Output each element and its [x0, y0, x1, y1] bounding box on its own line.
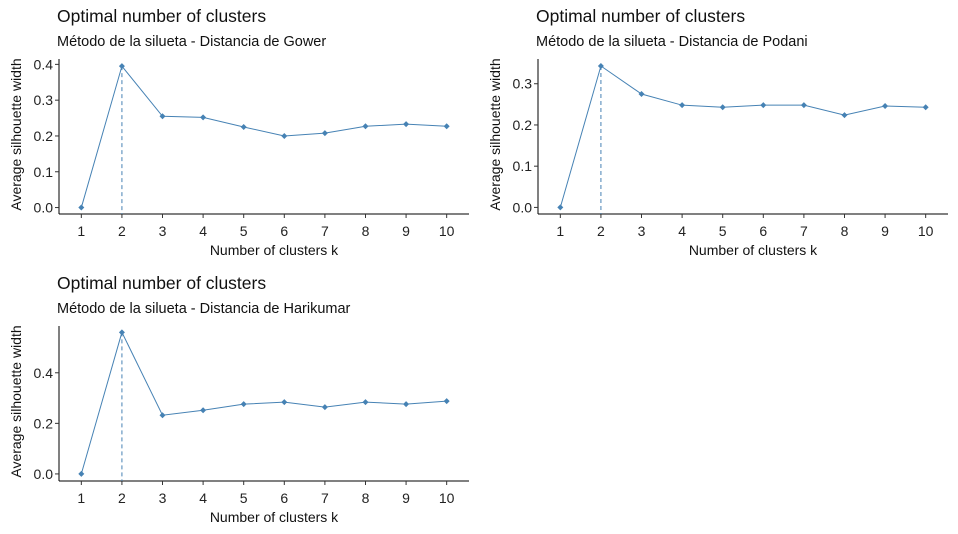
silhouette-chart-gower: 0.0 0.1 0.2 0.3 0.4 1 2 3 4 5 6 7 8 9 10 Number of clus… — [8, 56, 469, 258]
x-tick-label: 5 — [719, 223, 727, 239]
data-point — [557, 204, 564, 211]
x-tick-label: 1 — [77, 223, 85, 239]
data-point — [118, 63, 125, 70]
chart-subtitle: Método de la silueta - Distancia de Hari… — [57, 301, 351, 317]
x-tick-label: 8 — [841, 223, 849, 239]
data-point — [281, 132, 288, 139]
data-point — [638, 91, 645, 98]
data-point — [443, 398, 450, 405]
data-point — [78, 204, 85, 211]
x-tick-label: 2 — [118, 490, 126, 506]
data-point — [597, 63, 604, 70]
data-point — [321, 130, 328, 137]
x-tick-label: 7 — [321, 223, 329, 239]
data-point — [679, 102, 686, 109]
x-tick-label: 3 — [159, 490, 167, 506]
x-tick-label: 6 — [759, 223, 767, 239]
y-axis-title: Average silhouette width — [487, 58, 503, 210]
data-point — [240, 124, 247, 131]
x-tick-label: 4 — [199, 490, 207, 506]
y-tick-label: 0.3 — [34, 92, 54, 108]
data-point — [841, 112, 848, 119]
x-tick-label: 6 — [280, 490, 288, 506]
y-axis-title: Average silhouette width — [8, 58, 24, 210]
data-point — [362, 399, 369, 406]
chart-panel-podani: Optimal number of clusters Método de la … — [479, 0, 958, 267]
x-tick-label: 1 — [556, 223, 564, 239]
y-tick-label: 0.0 — [513, 199, 533, 215]
data-point — [159, 412, 166, 419]
y-tick-label: 0.4 — [34, 365, 54, 381]
data-point — [159, 113, 166, 120]
x-tick-label: 6 — [280, 223, 288, 239]
x-tick-label: 9 — [402, 490, 410, 506]
x-tick-label: 10 — [439, 223, 455, 239]
x-tick-label: 1 — [77, 490, 85, 506]
chart-panel-harikumar: Optimal number of clusters Método de la … — [0, 267, 479, 534]
x-tick-label: 7 — [800, 223, 808, 239]
data-point — [403, 121, 410, 128]
chart-panel-gower: Optimal number of clusters Método de la … — [0, 0, 479, 267]
chart-title: Optimal number of clusters — [536, 6, 746, 26]
data-point — [443, 123, 450, 130]
data-point — [362, 123, 369, 130]
chart-title: Optimal number of clusters — [57, 6, 267, 26]
x-tick-label: 4 — [678, 223, 686, 239]
data-point — [78, 470, 85, 477]
data-point — [240, 401, 247, 408]
data-point — [200, 407, 207, 414]
data-point — [922, 104, 929, 111]
x-tick-label: 10 — [439, 490, 455, 506]
x-tick-label: 2 — [597, 223, 605, 239]
x-tick-label: 5 — [240, 490, 248, 506]
chart-subtitle: Método de la silueta - Distancia de Poda… — [536, 34, 808, 50]
data-point — [118, 329, 125, 336]
data-point — [403, 401, 410, 408]
chart-subtitle: Método de la silueta - Distancia de Gowe… — [57, 34, 327, 50]
x-tick-label: 3 — [638, 223, 646, 239]
x-axis-title: Number of clusters k — [210, 242, 339, 258]
y-tick-label: 0.3 — [513, 76, 533, 92]
data-point — [321, 404, 328, 411]
x-tick-label: 8 — [362, 490, 370, 506]
series-line — [559, 65, 926, 208]
x-tick-label: 8 — [362, 223, 370, 239]
y-tick-label: 0.1 — [513, 158, 533, 174]
x-tick-label: 2 — [118, 223, 126, 239]
data-point — [760, 102, 767, 109]
x-tick-label: 7 — [321, 490, 329, 506]
series-line — [80, 65, 447, 208]
silhouette-chart-podani: 0.0 0.1 0.2 0.3 1 2 3 4 5 6 7 8 9 10 Number of cluster… — [487, 58, 948, 258]
y-tick-label: 0.2 — [34, 128, 54, 144]
silhouette-chart-harikumar: 0.0 0.2 0.4 1 2 3 4 5 6 7 8 9 10 Number of clusters k… — [8, 325, 469, 525]
y-tick-label: 0.2 — [513, 117, 533, 133]
y-tick-label: 0.0 — [34, 200, 54, 216]
x-axis-title: Number of clusters k — [210, 509, 339, 525]
y-tick-label: 0.0 — [34, 466, 54, 482]
data-point — [882, 102, 889, 109]
x-tick-label: 9 — [402, 223, 410, 239]
series-line — [80, 330, 447, 475]
data-point — [800, 102, 807, 109]
x-tick-label: 4 — [199, 223, 207, 239]
chart-title: Optimal number of clusters — [57, 273, 267, 293]
y-tick-label: 0.4 — [34, 56, 54, 72]
x-tick-label: 5 — [240, 223, 248, 239]
x-tick-label: 10 — [918, 223, 934, 239]
y-tick-label: 0.1 — [34, 164, 54, 180]
data-point — [281, 399, 288, 406]
x-tick-label: 3 — [159, 223, 167, 239]
data-point — [200, 114, 207, 121]
y-tick-label: 0.2 — [34, 415, 54, 431]
y-axis-title: Average silhouette width — [8, 325, 24, 477]
data-point — [719, 104, 726, 111]
x-tick-label: 9 — [881, 223, 889, 239]
x-axis-title: Number of clusters k — [689, 242, 818, 258]
